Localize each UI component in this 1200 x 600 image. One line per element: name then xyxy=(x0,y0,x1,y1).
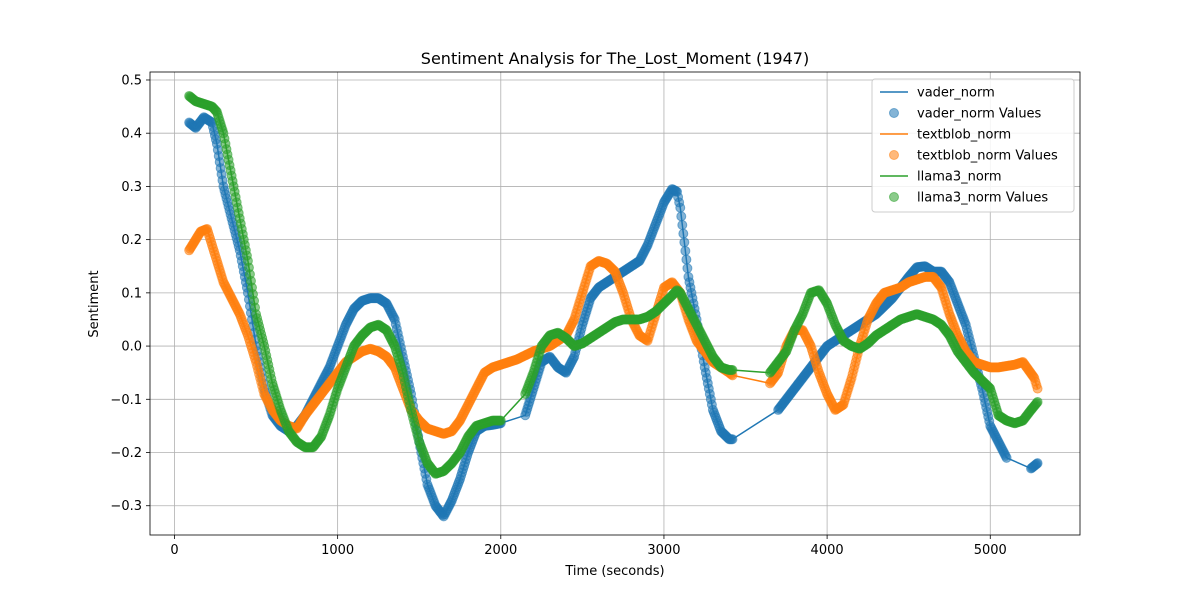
legend-label: textblob_norm xyxy=(917,128,1011,143)
x-axis-label: Time (seconds) xyxy=(564,564,664,579)
series-line xyxy=(188,227,1039,435)
y-axis-label: Sentiment xyxy=(87,270,102,337)
legend-marker-swatch xyxy=(889,192,899,202)
legend-label: textblob_norm Values xyxy=(917,149,1058,164)
y-tick-label: 0.0 xyxy=(121,340,142,355)
series-line xyxy=(188,95,1039,475)
y-tick-label: 0.5 xyxy=(121,73,142,88)
legend-label: vader_norm Values xyxy=(917,107,1042,122)
legend-marker-swatch xyxy=(889,108,899,118)
series-llama3_norm xyxy=(184,90,1043,479)
data-point xyxy=(1032,383,1043,394)
x-tick-label: 1000 xyxy=(321,543,354,558)
legend-label: llama3_norm Values xyxy=(917,191,1048,206)
y-tick-label: 0.3 xyxy=(121,180,142,195)
x-tick-label: 3000 xyxy=(647,543,680,558)
series-textblob_norm xyxy=(184,223,1043,439)
legend: vader_norm vader_norm Values textblob_norm… xyxy=(871,78,1075,213)
y-tick-label: −0.2 xyxy=(110,446,142,461)
legend-box xyxy=(871,78,1075,213)
y-tick-label: 0.2 xyxy=(121,233,142,248)
x-tick-label: 0 xyxy=(170,543,178,558)
y-tick-label: 0.1 xyxy=(121,286,142,301)
chart-title: Sentiment Analysis for The_Lost_Moment (… xyxy=(421,49,809,69)
legend-marker-swatch xyxy=(889,150,899,160)
axes-frame xyxy=(149,71,1081,536)
y-tick-label: 0.4 xyxy=(121,127,142,142)
plot-area: 0 1000 2000 3000 4000 5000 −0.3 −0.2 −0.1 0.0 0.1 0… xyxy=(110,71,1081,558)
legend-label: vader_norm xyxy=(917,86,995,101)
x-tick-label: 2000 xyxy=(484,543,517,558)
x-tick-label: 5000 xyxy=(974,543,1007,558)
legend-label: llama3_norm xyxy=(917,170,1002,185)
y-tick-label: −0.1 xyxy=(110,393,142,408)
x-tick-label: 4000 xyxy=(811,543,844,558)
y-tick-label: −0.3 xyxy=(110,499,142,514)
